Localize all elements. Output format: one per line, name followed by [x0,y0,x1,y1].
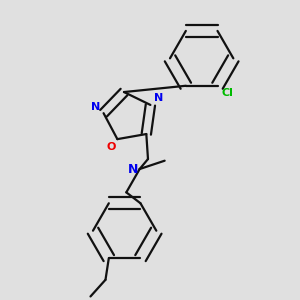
Text: O: O [106,142,116,152]
Text: Cl: Cl [222,88,234,98]
Text: N: N [128,163,138,176]
Text: N: N [154,93,163,103]
Text: N: N [91,101,100,112]
